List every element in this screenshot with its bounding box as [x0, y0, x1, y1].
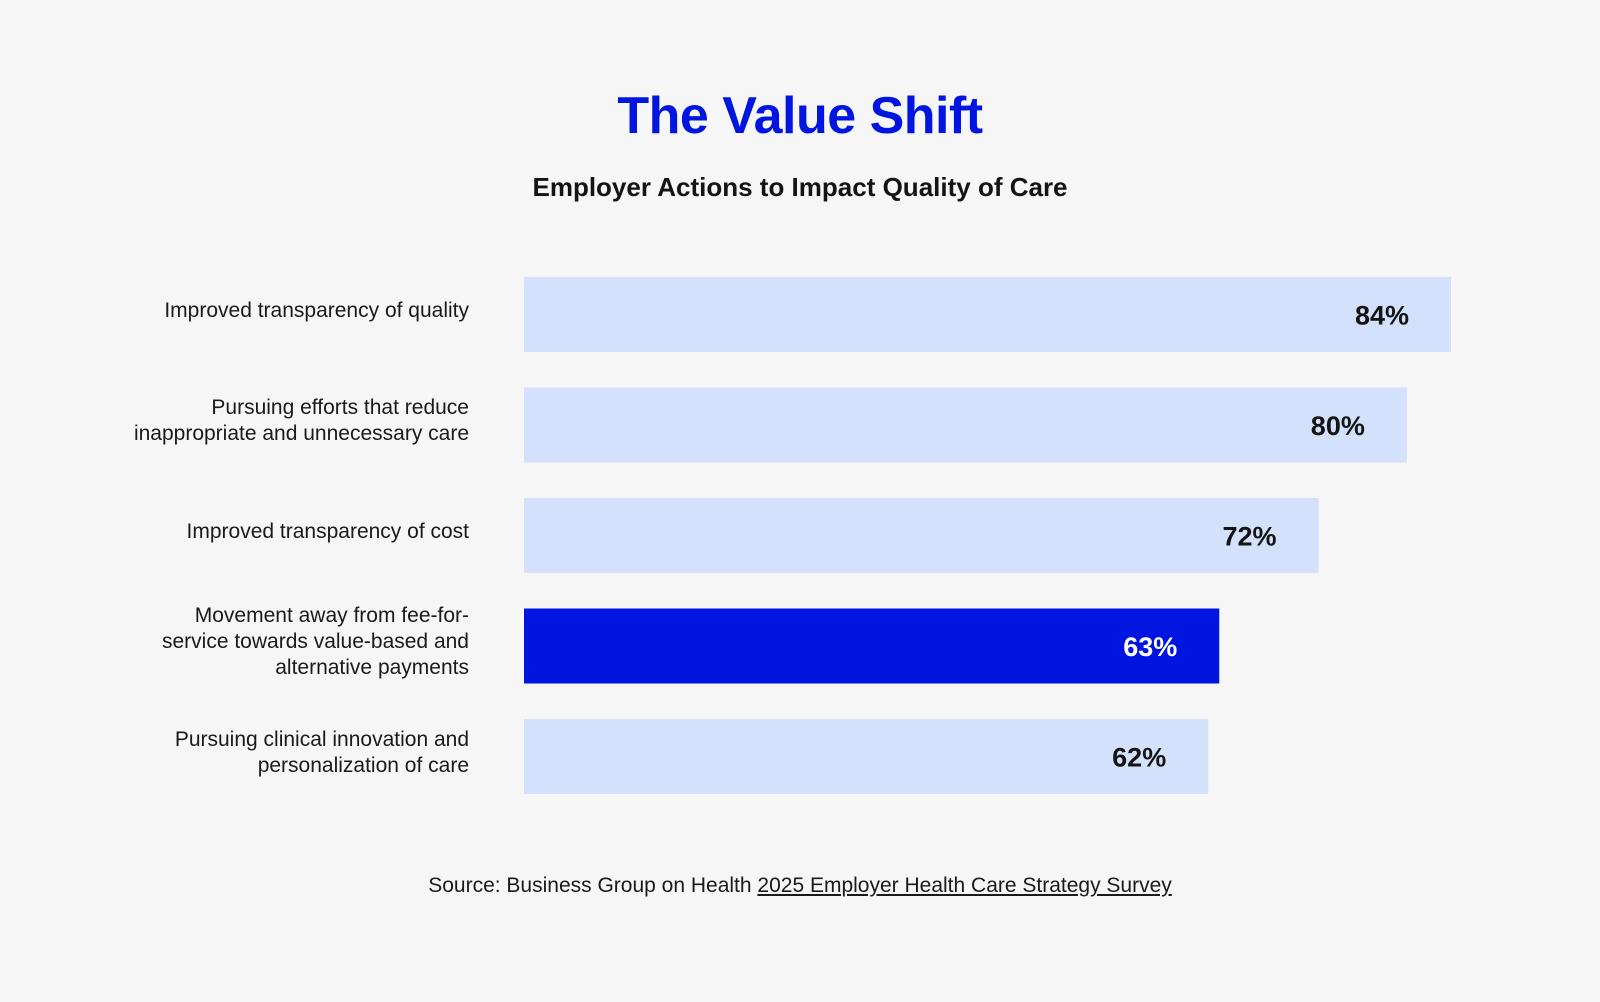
category-label-line: Improved transparency of quality	[164, 298, 469, 322]
chart-title: The Value Shift	[617, 87, 983, 145]
bar-3	[524, 498, 1319, 573]
category-label-3: Improved transparency of cost	[69, 519, 469, 545]
bar-value-label-1: 84%	[1355, 301, 1409, 331]
category-label-2: Pursuing efforts that reduce inappropriat…	[69, 395, 469, 447]
bar-value-label-3: 72%	[1223, 522, 1277, 552]
bar-value-label-4: 63%	[1123, 632, 1177, 662]
source-line: Source: Business Group on Health 2025 Em…	[0, 874, 1600, 898]
bar-value-label-5: 62%	[1112, 743, 1166, 773]
category-label-line: Pursuing efforts that reduce	[211, 396, 469, 419]
bar-1	[524, 277, 1451, 352]
category-label-line: inappropriate and unnecessary care	[133, 422, 469, 445]
category-label-line: Pursuing clinical innovation and	[174, 727, 469, 751]
category-label-line: Movement away from fee-for-	[194, 604, 469, 627]
category-label-line: alternative payments	[275, 656, 469, 679]
category-label-line: service towards value-based and	[161, 630, 469, 653]
category-label-line: Improved transparency of cost	[186, 519, 469, 543]
bar-value-label-2: 80%	[1311, 411, 1365, 441]
chart-subtitle: Employer Actions to Impact Quality of Ca…	[532, 172, 1068, 202]
category-label-1: Improved transparency of quality	[69, 298, 469, 324]
source-prefix: Source: Business Group on Health	[428, 874, 758, 897]
category-label-5: Pursuing clinical innovation and personal…	[69, 727, 469, 779]
category-label-4: Movement away from fee-for-service towar…	[69, 603, 469, 681]
category-label-line: personalization of care	[257, 753, 469, 777]
bar-5	[524, 719, 1209, 794]
bar-2	[524, 387, 1407, 463]
bar-4	[524, 608, 1220, 684]
source-survey-link[interactable]: 2025 Employer Health Care Strategy Surve…	[757, 874, 1172, 897]
